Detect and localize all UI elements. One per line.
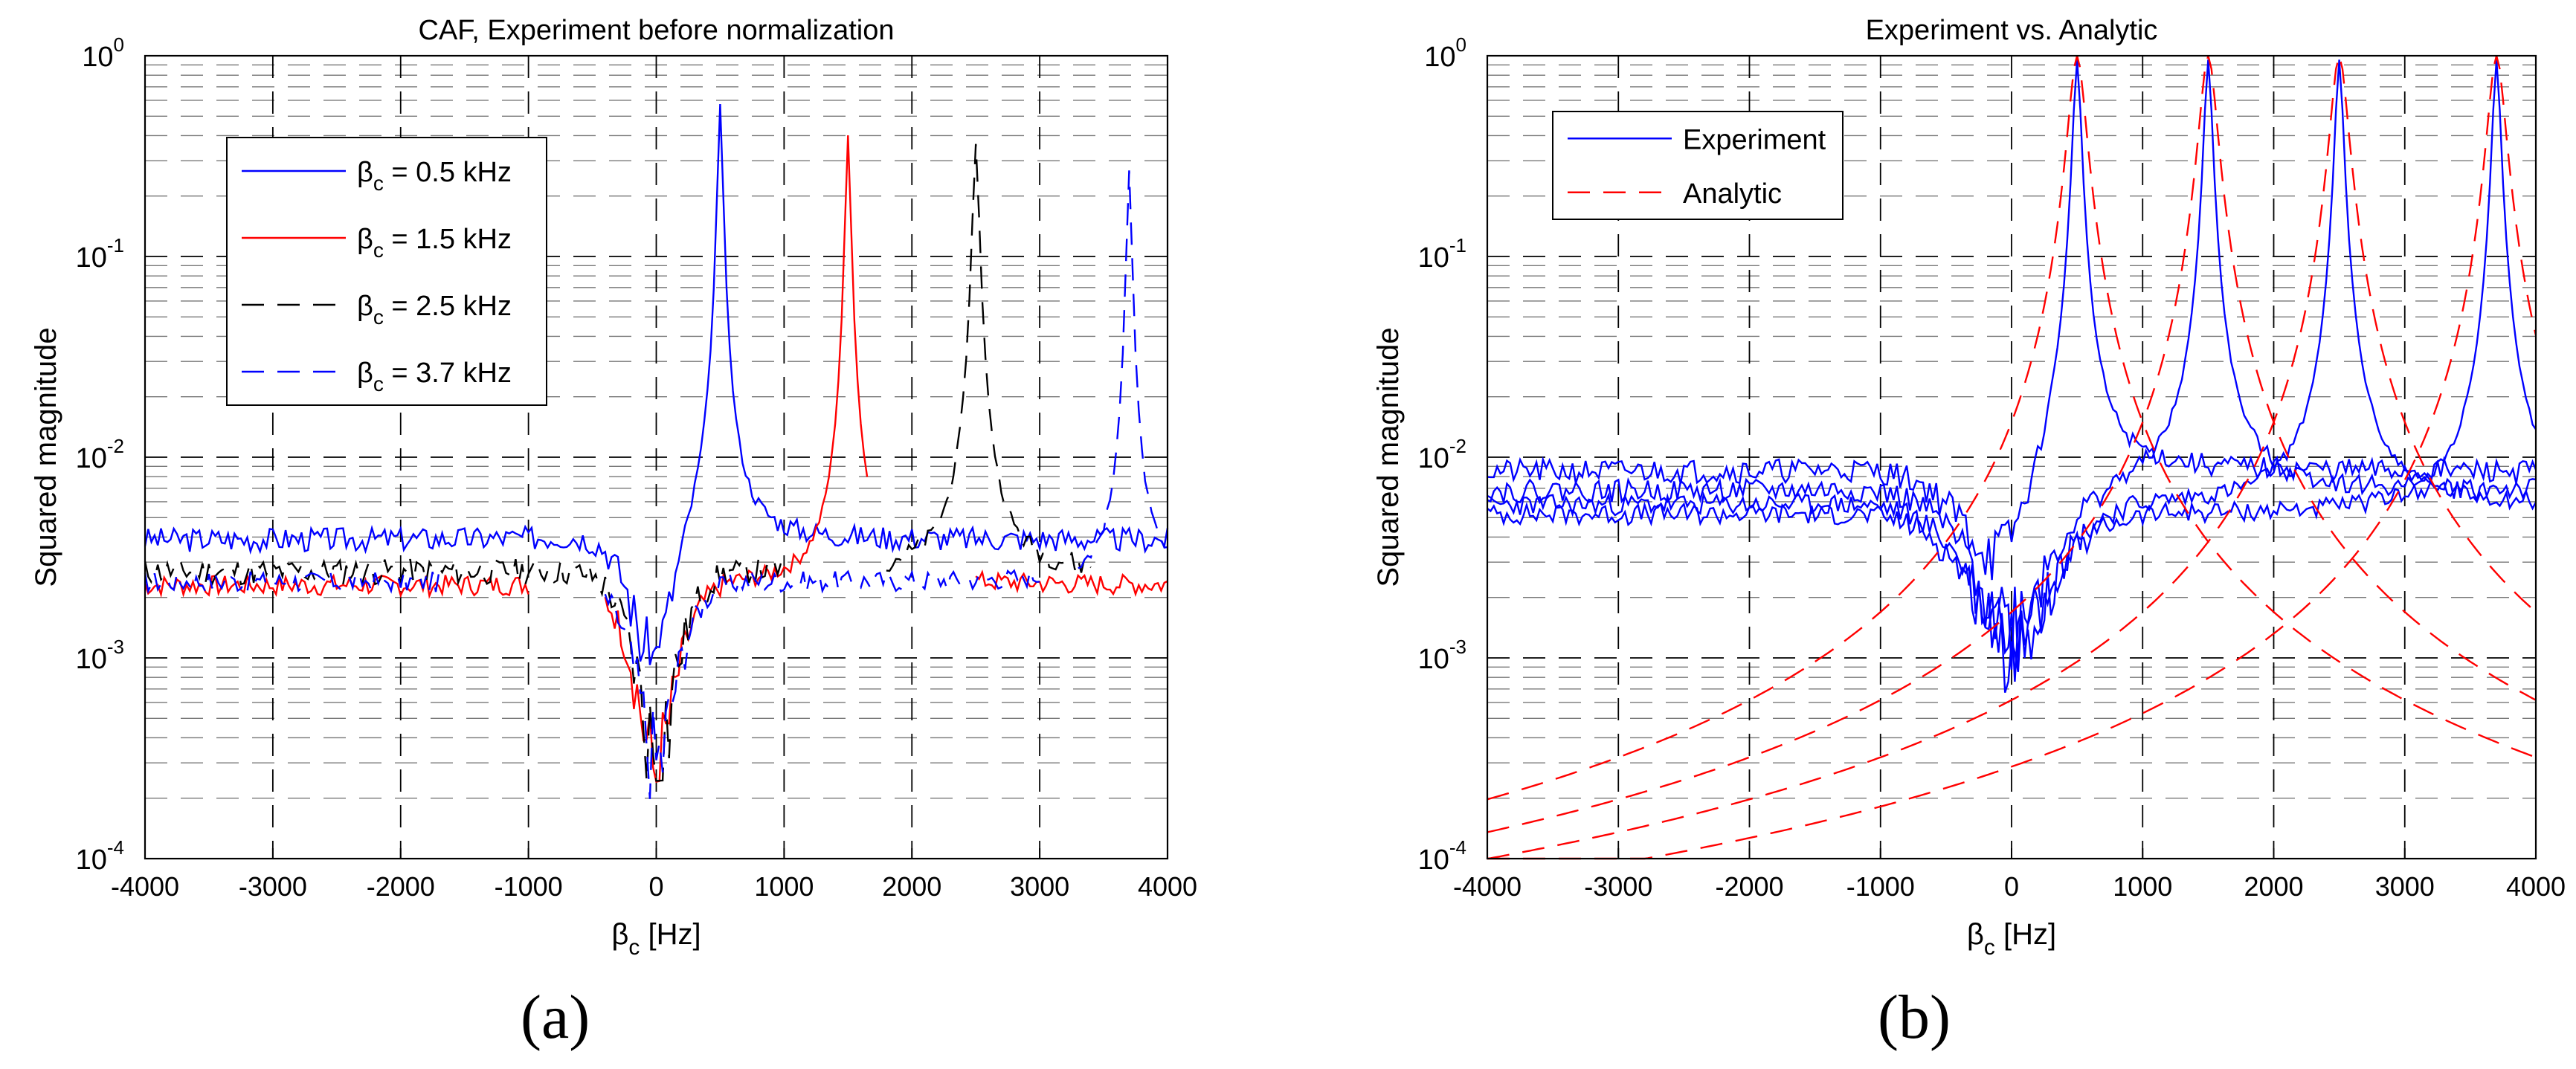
y-axis-label: Squared magnitude xyxy=(1372,327,1405,587)
y-tick-label: 10-2 xyxy=(76,435,124,474)
y-tick-label: 10-4 xyxy=(76,836,124,876)
x-axis-label: βc [Hz] xyxy=(611,918,701,960)
legend-label: βc = 0.5 kHz xyxy=(357,157,512,195)
x-tick-label: -2000 xyxy=(1715,871,1783,902)
legend-label: βc = 1.5 kHz xyxy=(357,224,512,262)
x-tick-label: 1000 xyxy=(2113,871,2172,902)
y-tick-label: 10-3 xyxy=(1418,636,1466,675)
legend-label: Experiment xyxy=(1683,124,1826,155)
x-tick-label: -2000 xyxy=(367,871,435,902)
y-tick-label: 10-1 xyxy=(76,234,124,274)
x-tick-label: 3000 xyxy=(1010,871,1069,902)
legend-label: βc = 3.7 kHz xyxy=(357,358,512,395)
x-tick-label: -3000 xyxy=(1584,871,1652,902)
x-axis-label: βc [Hz] xyxy=(1967,918,2056,960)
y-tick-label: 100 xyxy=(82,33,124,73)
series-line-6 xyxy=(1487,55,2537,833)
series-line-1 xyxy=(1487,59,2537,581)
legend-label: βc = 2.5 kHz xyxy=(357,291,512,329)
series-line-1 xyxy=(144,104,1169,665)
chart-title: CAF, Experiment before normalization xyxy=(419,15,895,46)
panel-label-a: (a) xyxy=(521,983,590,1052)
legend-box xyxy=(1552,111,1844,220)
x-tick-label: -1000 xyxy=(495,871,563,902)
x-tick-label: -4000 xyxy=(1453,871,1522,902)
legend: βc = 0.5 kHz βc = 1.5 kHz βc = 2.5 kHz βc =… xyxy=(226,137,547,406)
x-tick-label: 3000 xyxy=(2375,871,2435,902)
y-tick-label: 10-3 xyxy=(76,636,124,675)
x-tick-label: 2000 xyxy=(2244,871,2303,902)
chart-title: Experiment vs. Analytic xyxy=(1866,15,2158,46)
legend: Experiment Analytic xyxy=(1552,111,1844,220)
x-tick-label: -3000 xyxy=(239,871,307,902)
panel-label-b: (b) xyxy=(1878,983,1951,1052)
series-line-2 xyxy=(1487,59,2537,670)
x-tick-label: 1000 xyxy=(754,871,814,902)
y-tick-label: 100 xyxy=(1424,33,1466,73)
chart-a: -4000 -3000 -2000 -1000 0 1000 2000 3000 4000 10-… xyxy=(30,15,1197,960)
y-axis-label: Squared magnitude xyxy=(30,327,62,587)
y-tick-label: 10-4 xyxy=(1418,836,1466,876)
y-tick-label: 10-2 xyxy=(1418,435,1466,474)
x-tick-label: 0 xyxy=(648,871,663,902)
legend-box xyxy=(226,137,547,406)
series-line-4 xyxy=(144,170,1168,799)
x-tick-label: 4000 xyxy=(2506,871,2566,902)
x-tick-label: 2000 xyxy=(882,871,941,902)
series-line-7 xyxy=(1487,55,2537,860)
x-tick-label: -1000 xyxy=(1846,871,1915,902)
chart-b: -4000 -3000 -2000 -1000 0 1000 2000 3000 4000 10-… xyxy=(1372,15,2566,960)
x-tick-label: 0 xyxy=(2004,871,2019,902)
series-line-8 xyxy=(1487,55,2537,860)
series-line-4 xyxy=(1487,59,2537,694)
y-tick-label: 10-1 xyxy=(1418,234,1466,274)
x-tick-label: -4000 xyxy=(111,871,179,902)
x-tick-label: 4000 xyxy=(1138,871,1197,902)
legend-label: Analytic xyxy=(1683,178,1782,210)
series-line-5 xyxy=(1487,55,2537,801)
